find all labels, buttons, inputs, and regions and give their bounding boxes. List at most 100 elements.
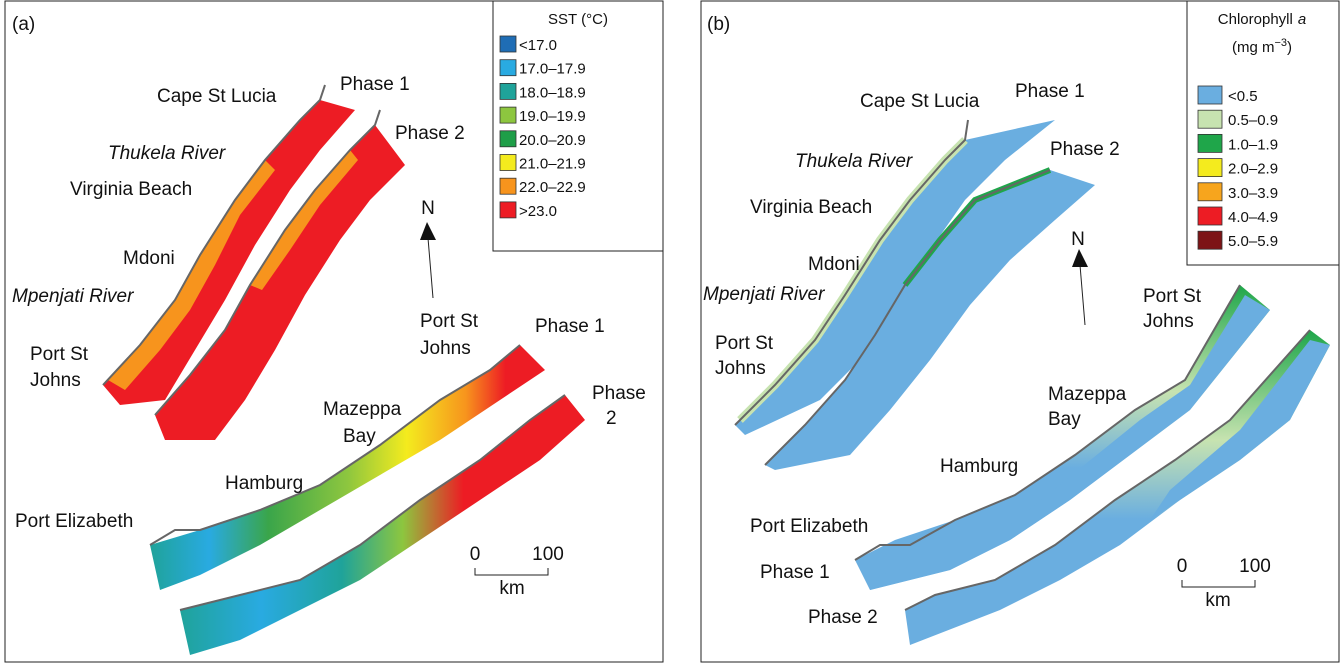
legend-title: Chlorophyll a: [1218, 11, 1306, 28]
place-label: Johns: [1143, 311, 1194, 332]
north-arrow: [1079, 264, 1086, 326]
map-patch: [870, 295, 1270, 590]
place-label: Port St: [715, 333, 774, 354]
north-label: N: [1071, 229, 1085, 250]
scale-unit: km: [499, 578, 524, 599]
legend: <0.5 0.5–0.9 1.0–1.9 2.0–2.9 3.0–3.9 4.0–4.9 5…: [1197, 85, 1278, 250]
river-label: Mpenjati River: [12, 286, 134, 307]
legend-label: 5.0–5.9: [1228, 233, 1278, 250]
place-label: Port St: [30, 344, 89, 365]
legend-title: SST (°C): [548, 11, 608, 28]
legend-swatch: [499, 154, 517, 171]
coastline: [149, 344, 521, 546]
legend-label: 3.0–3.9: [1228, 185, 1278, 202]
map-strip: [855, 285, 1270, 590]
coastline: [904, 329, 1311, 611]
legend-swatch: [499, 59, 517, 77]
legend-swatch: [499, 35, 517, 53]
coastline: [102, 84, 326, 386]
place-label: Mdoni: [808, 254, 860, 275]
panel-frame: [4, 0, 664, 663]
place-label: Port St: [1143, 286, 1202, 307]
legend-label: 1.0–1.9: [1228, 136, 1278, 153]
legend-label: 20.0–20.9: [519, 132, 586, 149]
legend-swatch: [1197, 85, 1223, 105]
place-label: Cape St Lucia: [860, 91, 980, 112]
map-patch: [250, 150, 358, 290]
scale-unit: km: [1205, 590, 1230, 611]
place-label: Mazeppa: [1048, 384, 1127, 405]
scale-label: 100: [1239, 556, 1271, 577]
phase-label: Phase 1: [760, 562, 830, 583]
river-label: Thukela River: [795, 151, 913, 172]
map-strip: [180, 395, 585, 655]
legend-swatch: [1197, 133, 1223, 153]
legend-swatch: [499, 106, 517, 124]
phase-label: Phase 1: [1015, 81, 1085, 102]
legend: <17.0 17.0–17.9 18.0–18.9 19.0–19.9 20.0–20.…: [499, 35, 586, 220]
panel-frame: [700, 0, 1340, 663]
legend-swatch: [1197, 182, 1223, 202]
place-label: Virginia Beach: [750, 197, 872, 218]
place-label: Mdoni: [123, 248, 175, 269]
legend-title: (mg m−3): [1232, 37, 1292, 56]
legend-swatch: [1197, 158, 1223, 178]
legend-label: 17.0–17.9: [519, 61, 586, 78]
phase-label: 2: [606, 408, 617, 429]
place-label: Mazeppa: [323, 399, 402, 420]
place-label: Hamburg: [940, 456, 1018, 477]
legend-swatch: [1197, 206, 1223, 226]
legend-label: 21.0–21.9: [519, 156, 586, 173]
phase-label: Phase 2: [395, 123, 465, 144]
place-label: Virginia Beach: [70, 179, 192, 200]
river-label: Mpenjati River: [703, 284, 825, 305]
legend-label: 0.5–0.9: [1228, 112, 1278, 129]
phase-label: Phase: [592, 383, 646, 404]
legend-label: <0.5: [1228, 88, 1258, 105]
place-label: Hamburg: [225, 473, 303, 494]
legend-label: 18.0–18.9: [519, 84, 586, 101]
coastline: [179, 394, 566, 611]
map-strip: [735, 120, 1055, 435]
map-strip: [765, 170, 1095, 470]
place-label: Port Elizabeth: [750, 516, 868, 537]
place-label: Johns: [715, 358, 766, 379]
legend-label: >23.0: [519, 203, 557, 220]
phase-label: Phase 2: [1050, 139, 1120, 160]
place-label: Bay: [343, 426, 376, 447]
legend-label: 19.0–19.9: [519, 108, 586, 125]
legend-swatch: [499, 130, 517, 148]
legend-label: 2.0–2.9: [1228, 161, 1278, 178]
legend-label: 22.0–22.9: [519, 179, 586, 196]
legend-swatch: [499, 177, 517, 195]
place-label: Cape St Lucia: [157, 86, 277, 107]
north-arrowhead: [420, 222, 436, 240]
north-arrowhead: [1072, 249, 1088, 267]
legend-label: <17.0: [519, 37, 557, 54]
scale-label: 0: [1177, 556, 1188, 577]
place-label: Johns: [30, 370, 81, 391]
legend-label: 4.0–4.9: [1228, 209, 1278, 226]
legend-swatch: [499, 83, 517, 100]
coastline: [854, 284, 1241, 561]
legend-box: [492, 0, 664, 252]
panel-label: (a): [12, 14, 35, 35]
north-arrow: [427, 237, 434, 299]
phase-label: Phase 1: [535, 316, 605, 337]
coastline: [764, 169, 1051, 466]
panel-label: (b): [707, 14, 730, 35]
coastline: [734, 119, 969, 426]
scale-label: 100: [532, 544, 564, 565]
north-label: N: [421, 198, 435, 219]
legend-swatch: [499, 201, 517, 219]
river-label: Thukela River: [108, 143, 226, 164]
place-label: Bay: [1048, 409, 1081, 430]
phase-label: Phase 1: [340, 74, 410, 95]
panel-b: (b) Chlorophyll a (mg m−3) <0.5 0.5–0.9 1.0…: [700, 0, 1340, 663]
place-label: Port Elizabeth: [15, 511, 133, 532]
map-strip: [905, 330, 1330, 645]
coastline: [154, 109, 381, 416]
scale-bar: [1181, 580, 1256, 588]
panel-a: (a) SST (°C) <17.0 17.0–17.9 18.0–18.9 19.0…: [4, 0, 664, 663]
